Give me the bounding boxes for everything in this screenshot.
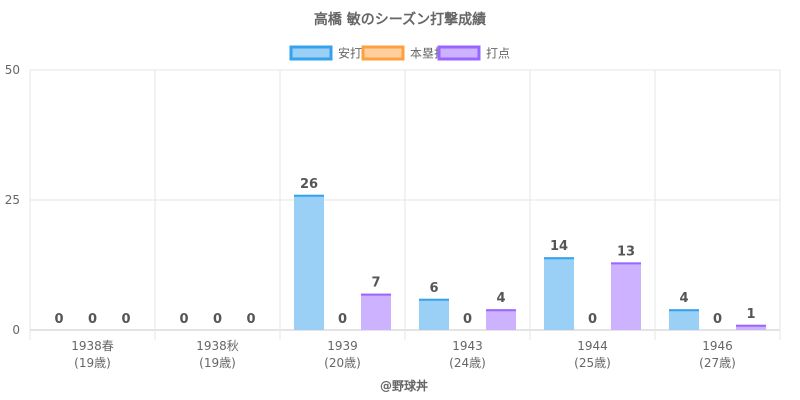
- x-axis: 1938春(19歳)1938秋(19歳)1939(20歳)1943(24歳)19…: [71, 339, 736, 370]
- data-label: 0: [54, 312, 63, 327]
- data-label: 4: [679, 291, 688, 306]
- data-label: 0: [88, 312, 97, 327]
- legend-swatch: [289, 45, 333, 61]
- bar: [611, 262, 641, 330]
- x-tick-label-line: 1943: [452, 339, 483, 353]
- bar: [294, 194, 324, 330]
- legend-item-0: 安打: [289, 45, 362, 61]
- data-label: 0: [246, 312, 255, 327]
- x-tick-label-line: (25歳): [574, 356, 611, 370]
- data-label: 1: [746, 307, 755, 322]
- x-tick-label: 1939 (20歳): [324, 339, 361, 370]
- data-label: 26: [300, 177, 318, 192]
- data-label: 0: [179, 312, 188, 327]
- x-tick-label-line: 1938春: [71, 339, 114, 353]
- data-label: 0: [713, 312, 722, 327]
- legend-label: 打点: [486, 47, 510, 61]
- x-tick-label-line: 1944: [577, 339, 608, 353]
- bar: [419, 298, 449, 330]
- data-label: 14: [550, 239, 568, 254]
- x-tick-label: 1946 (27歳): [699, 339, 736, 370]
- value-labels: 0 0 0 0 0 0 26 0 7 6 0 4 14 0 13 4 0 1: [54, 177, 755, 327]
- chart-title: 高橋 敏のシーズン打撃成績: [314, 11, 486, 28]
- x-tick-label-line: (19歳): [74, 356, 111, 370]
- x-tick-label-line: 1946: [702, 339, 733, 353]
- legend-swatch: [437, 45, 481, 61]
- data-label: 0: [338, 312, 347, 327]
- data-label: 0: [121, 312, 130, 327]
- data-label: 6: [429, 281, 438, 296]
- bar: [736, 324, 766, 330]
- x-tick-label: 1944 (25歳): [574, 339, 611, 370]
- x-tick-label: 1938秋 (19歳): [196, 339, 239, 370]
- legend: 安打 本塁打 打点: [289, 45, 510, 61]
- legend-item-2: 打点: [437, 45, 510, 61]
- x-tick-label-line: (27歳): [699, 356, 736, 370]
- bar: [544, 257, 574, 330]
- x-tick-label-line: 1939: [327, 339, 358, 353]
- bars: [294, 194, 766, 330]
- data-label: 0: [213, 312, 222, 327]
- credit-label: @野球丼: [380, 378, 428, 393]
- x-tick-label-line: (24歳): [449, 356, 486, 370]
- x-tick-label-line: 1938秋: [196, 339, 239, 353]
- data-label: 4: [496, 291, 505, 306]
- data-label: 0: [588, 312, 597, 327]
- y-tick-label: 0: [12, 323, 20, 337]
- bar: [361, 293, 391, 330]
- data-label: 7: [371, 276, 380, 291]
- bar: [486, 309, 516, 330]
- legend-swatch: [361, 45, 405, 61]
- x-tick-label-line: (20歳): [324, 356, 361, 370]
- y-axis: 0 25 50: [5, 63, 20, 337]
- x-tick-label-line: (19歳): [199, 356, 236, 370]
- data-label: 0: [463, 312, 472, 327]
- x-tick-label: 1938春 (19歳): [71, 339, 114, 370]
- legend-label: 安打: [338, 46, 362, 61]
- x-tick-label: 1943 (24歳): [449, 339, 486, 370]
- grid: [29, 69, 781, 340]
- data-label: 13: [617, 244, 635, 259]
- legend-label: 本塁打: [410, 47, 446, 61]
- legend-item-1: 本塁打: [361, 45, 446, 61]
- y-tick-label: 50: [5, 63, 20, 77]
- y-tick-label: 25: [5, 193, 20, 207]
- bar: [669, 309, 699, 330]
